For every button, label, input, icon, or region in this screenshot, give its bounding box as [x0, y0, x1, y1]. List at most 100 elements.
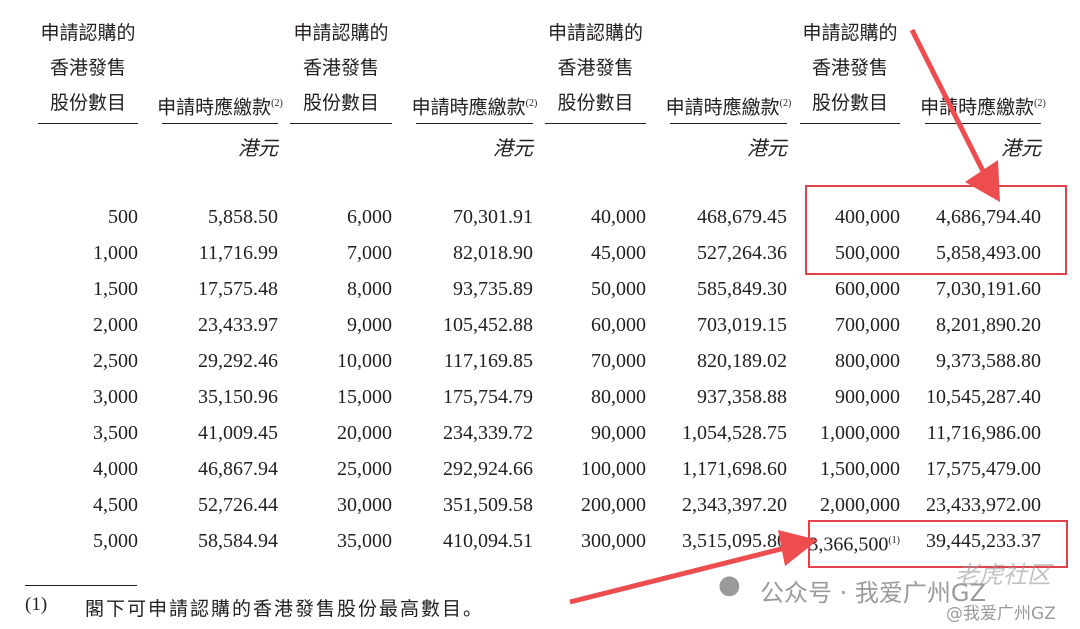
cell-value: 1,500 — [93, 278, 138, 300]
table-cell: 7,000 — [242, 241, 392, 265]
wechat-icon: ● — [718, 570, 741, 600]
cell-value: 234,339.72 — [443, 422, 533, 444]
header-underline — [290, 123, 392, 124]
table-cell: 1,500,000 — [750, 457, 900, 481]
header-shares-line: 股份數目 — [811, 92, 888, 114]
currency-unit: 港元 — [747, 138, 787, 160]
header-note: (2) — [525, 98, 538, 109]
table-cell: 105,452.88 — [383, 313, 533, 337]
highlight-box-top — [805, 185, 1067, 275]
table-cell: 1,500 — [0, 277, 138, 301]
header-shares-1: 申請認購的 香港發售 股份數目 — [28, 16, 148, 121]
cell-value: 292,924.66 — [443, 458, 533, 480]
table-cell: 1,171,698.60 — [637, 457, 787, 481]
cell-value: 100,000 — [581, 458, 646, 480]
table-cell: 1,000,000 — [750, 421, 900, 445]
cell-value: 820,189.02 — [697, 350, 787, 372]
table-cell: 70,000 — [496, 349, 646, 373]
cell-value: 2,000,000 — [820, 494, 900, 516]
table-cell: 600,000 — [750, 277, 900, 301]
cell-value: 45,000 — [591, 242, 646, 264]
cell-value: 11,716.99 — [198, 242, 278, 264]
table-cell: 9,000 — [242, 313, 392, 337]
currency-unit: 港元 — [238, 138, 278, 160]
table-cell: 937,358.88 — [637, 385, 787, 409]
table-cell: 9,373,588.80 — [891, 349, 1041, 373]
cell-value: 2,500 — [93, 350, 138, 372]
table-cell: 35,150.96 — [128, 385, 278, 409]
cell-value: 468,679.45 — [697, 206, 787, 228]
table-cell: 4,686,794.40 — [891, 205, 1041, 229]
cell-value: 9,000 — [347, 314, 392, 336]
table-cell: 200,000 — [496, 493, 646, 517]
cell-value: 2,343,397.20 — [682, 494, 787, 516]
header-note: (2) — [779, 98, 792, 109]
cell-value: 4,000 — [93, 458, 138, 480]
cell-value: 58,584.94 — [198, 530, 278, 552]
header-underline — [38, 123, 138, 124]
table-cell: 60,000 — [496, 313, 646, 337]
table-cell: 52,726.44 — [128, 493, 278, 517]
header-shares-line: 股份數目 — [557, 92, 634, 114]
header-amount-label: 申請時應繳款 — [665, 96, 780, 119]
table-cell: 7,030,191.60 — [891, 277, 1041, 301]
table-cell: 1,000 — [0, 241, 138, 265]
table-cell: 234,339.72 — [383, 421, 533, 445]
cell-value: 93,735.89 — [453, 278, 533, 300]
header-underline — [545, 123, 646, 124]
table-cell: 3,366,500(1) — [750, 529, 900, 557]
cell-value: 29,292.46 — [198, 350, 278, 372]
table-cell: 527,264.36 — [637, 241, 787, 265]
table-cell: 500 — [0, 205, 138, 229]
cell-value: 585,849.30 — [697, 278, 787, 300]
header-shares-line: 申請認購的 — [547, 22, 643, 44]
table-cell: 900,000 — [750, 385, 900, 409]
table-cell: 3,500 — [0, 421, 138, 445]
watermark-handle: @我爱广州GZ — [946, 604, 1056, 624]
table-cell: 4,500 — [0, 493, 138, 517]
header-underline — [670, 123, 787, 124]
cell-value: 23,433.97 — [198, 314, 278, 336]
cell-value: 7,000 — [347, 242, 392, 264]
table-cell: 11,716.99 — [128, 241, 278, 265]
cell-value: 8,000 — [347, 278, 392, 300]
cell-value: 500 — [108, 206, 138, 228]
cell-value: 10,000 — [337, 350, 392, 372]
table-cell: 45,000 — [496, 241, 646, 265]
cell-value: 937,358.88 — [697, 386, 787, 408]
cell-value: 39,445,233.37 — [926, 530, 1041, 552]
cell-value: 2,000 — [93, 314, 138, 336]
table-cell: 800,000 — [750, 349, 900, 373]
table-cell: 23,433.97 — [128, 313, 278, 337]
watermark-channel: 公众号 · 我爱广州GZ — [760, 579, 986, 607]
cell-value: 50,000 — [591, 278, 646, 300]
cell-value: 351,509.58 — [443, 494, 533, 516]
cell-value: 1,500,000 — [820, 458, 900, 480]
table-cell: 400,000 — [750, 205, 900, 229]
cell-value: 35,150.96 — [198, 386, 278, 408]
header-shares-line: 香港發售 — [302, 57, 379, 79]
table-cell: 1,054,528.75 — [637, 421, 787, 445]
header-underline — [925, 123, 1041, 124]
cell-value: 23,433,972.00 — [926, 494, 1041, 516]
cell-value: 5,858,493.00 — [936, 242, 1041, 264]
table-cell: 175,754.79 — [383, 385, 533, 409]
cell-value: 3,366,500 — [808, 533, 889, 556]
header-amount-1: 申請時應繳款(2) — [152, 86, 288, 125]
cell-value: 700,000 — [835, 314, 900, 336]
table-cell: 410,094.51 — [383, 529, 533, 553]
cell-value: 60,000 — [591, 314, 646, 336]
table-cell: 4,000 — [0, 457, 138, 481]
table-cell: 80,000 — [496, 385, 646, 409]
cell-value: 500,000 — [835, 242, 900, 264]
cell-value: 1,000 — [93, 242, 138, 264]
table-cell: 15,000 — [242, 385, 392, 409]
table-cell: 20,000 — [242, 421, 392, 445]
footnote-divider — [25, 585, 137, 586]
header-shares-line: 申請認購的 — [40, 22, 136, 44]
table-cell: 50,000 — [496, 277, 646, 301]
cell-value: 7,030,191.60 — [936, 278, 1041, 300]
table-cell: 5,858.50 — [128, 205, 278, 229]
currency-unit: 港元 — [493, 138, 533, 160]
